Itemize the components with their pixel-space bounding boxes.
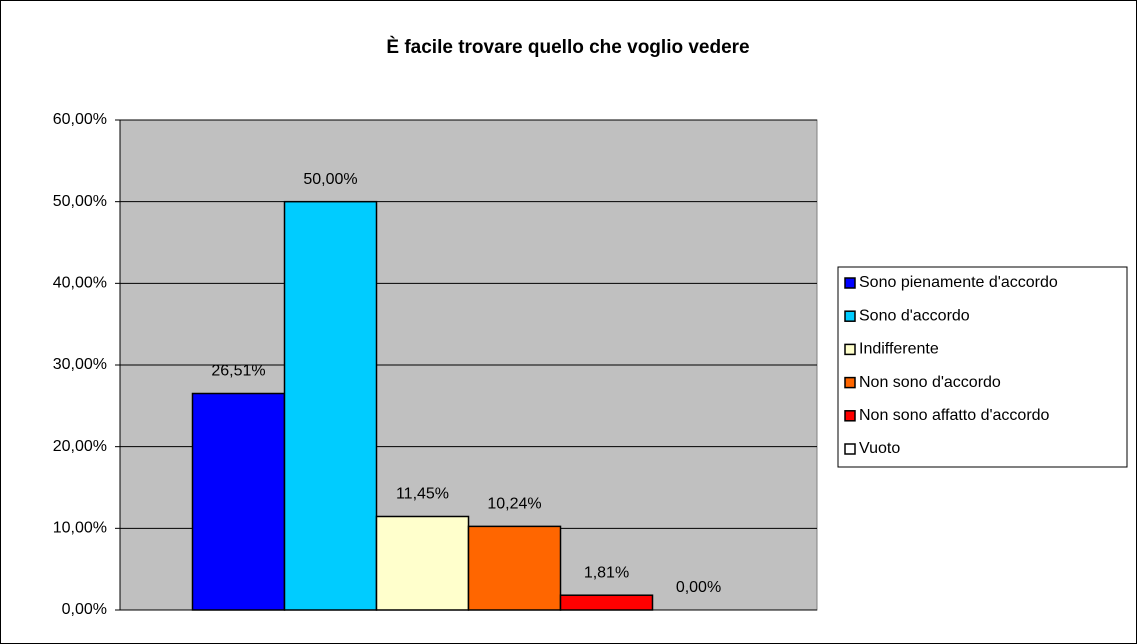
legend-label: Sono pienamente d'accordo <box>859 274 1058 291</box>
y-tick-label: 50,00% <box>53 193 107 210</box>
legend-swatch <box>844 410 856 422</box>
legend-label: Sono d'accordo <box>859 307 970 324</box>
chart-title: È facile trovare quello che voglio veder… <box>386 36 749 58</box>
legend-swatch <box>844 343 856 356</box>
data-label: 10,24% <box>487 496 541 513</box>
data-label: 1,81% <box>584 564 629 581</box>
y-tick-label: 60,00% <box>53 111 107 128</box>
y-tick-label: 10,00% <box>53 520 107 537</box>
data-label: 0,00% <box>676 579 721 596</box>
bar <box>467 525 562 611</box>
legend-swatch <box>844 376 856 389</box>
legend-box <box>837 266 1128 468</box>
legend-label: Indifferente <box>859 341 939 358</box>
bar <box>191 392 286 611</box>
legend-swatch <box>844 277 856 289</box>
y-tick-label: 0,00% <box>62 601 107 618</box>
bar <box>375 515 470 611</box>
data-label: 26,51% <box>211 363 265 380</box>
y-tick-label: 40,00% <box>53 275 107 292</box>
data-label: 11,45% <box>396 486 449 503</box>
legend-swatch <box>844 443 856 455</box>
data-label: 50,00% <box>303 171 357 188</box>
legend-swatch <box>844 310 856 322</box>
y-tick-label: 30,00% <box>53 356 107 373</box>
y-tick-label: 20,00% <box>53 438 107 455</box>
legend-label: Non sono affatto d'accordo <box>859 407 1050 424</box>
bar <box>559 594 654 611</box>
legend-label: Non sono d'accordo <box>859 374 1001 391</box>
legend-label: Vuoto <box>859 440 900 457</box>
bar <box>283 200 378 611</box>
